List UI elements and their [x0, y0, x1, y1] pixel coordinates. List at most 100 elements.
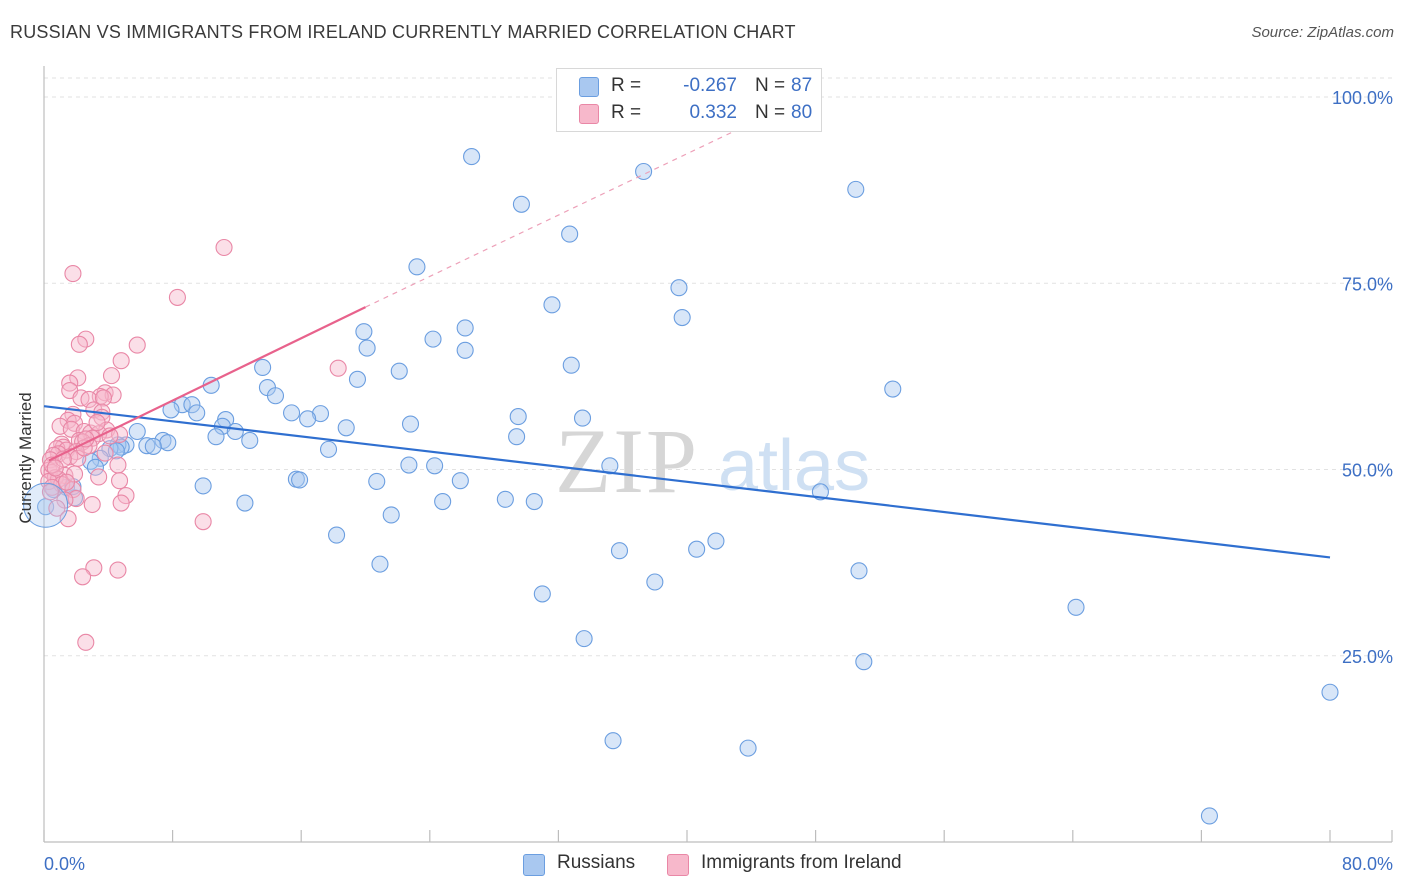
- ireland-point: [94, 389, 113, 407]
- ireland-point: [104, 386, 122, 404]
- russians-point: [884, 380, 902, 398]
- russians-point: [855, 653, 873, 671]
- ireland-point: [102, 367, 121, 385]
- russians-point: [207, 428, 225, 446]
- russians-point: [283, 404, 301, 422]
- russians-point: [319, 440, 338, 458]
- russians-point: [543, 296, 561, 314]
- legend-r-label: R =: [611, 102, 642, 123]
- russians-point: [850, 562, 868, 580]
- russians-point: [236, 494, 254, 512]
- russians-point: [328, 526, 346, 544]
- russians-point: [509, 408, 527, 426]
- legend-n-value: 87: [791, 75, 813, 96]
- y-axis-label-wrap: Currently Married: [14, 300, 38, 620]
- tick-labels: 25.0% 50.0% 75.0% 100.0% 0.0% 80.0%: [44, 88, 1393, 874]
- chart-title: RUSSIAN VS IMMIGRANTS FROM IRELAND CURRE…: [10, 22, 796, 42]
- russians-point: [368, 472, 386, 490]
- russians-point: [408, 258, 426, 276]
- russians-point: [226, 422, 244, 441]
- ireland-point: [59, 510, 77, 528]
- watermark: ZIP atlas: [555, 410, 870, 512]
- russians-point: [138, 437, 156, 455]
- ireland-point: [85, 559, 103, 577]
- ireland-point: [90, 468, 108, 486]
- russians-point: [610, 542, 629, 560]
- ireland-point: [77, 633, 95, 651]
- ireland-point: [215, 238, 233, 257]
- legend-n-label: N =: [755, 102, 786, 123]
- ireland-point: [83, 495, 101, 514]
- legend-r-value: -0.267: [683, 75, 737, 96]
- ireland-point: [74, 568, 92, 586]
- x-tick-label: 80.0%: [1342, 854, 1393, 874]
- russians-point: [451, 472, 469, 490]
- russians-point: [456, 319, 474, 337]
- data-points: [23, 148, 1339, 825]
- grid-lines: [44, 77, 1392, 657]
- ireland-point: [64, 265, 82, 283]
- russians-point: [188, 404, 206, 422]
- russians-trend-line: [43, 405, 1331, 559]
- russians-point: [401, 415, 420, 433]
- ireland-point: [128, 336, 146, 354]
- y-axis-label: Currently Married: [16, 392, 35, 524]
- ireland-point: [96, 444, 114, 462]
- ireland-point: [48, 499, 66, 517]
- russians-point: [707, 532, 725, 550]
- russians-point: [561, 225, 579, 243]
- ireland-point: [168, 288, 186, 306]
- russians-point: [424, 330, 442, 348]
- ireland-trend-line: [48, 306, 366, 462]
- ireland-point: [109, 456, 127, 474]
- russians-point: [646, 573, 664, 591]
- y-tick-label: 50.0%: [1342, 461, 1393, 481]
- ireland-point: [80, 390, 98, 409]
- russians-point: [604, 732, 622, 750]
- russians-point: [562, 356, 580, 374]
- ireland-point: [329, 359, 347, 377]
- trend-lines: [43, 122, 1331, 559]
- russians-point: [86, 458, 104, 476]
- legend-swatch-russians: [579, 77, 599, 97]
- russians-point: [371, 555, 389, 573]
- russians-point: [266, 387, 285, 405]
- ireland-point: [194, 513, 212, 531]
- russians-point: [525, 492, 543, 511]
- ireland-point: [51, 417, 69, 435]
- russians-point: [91, 449, 109, 467]
- russians-point: [159, 434, 177, 452]
- russians-point: [670, 279, 688, 297]
- russians-point: [390, 362, 408, 380]
- russians-point: [241, 431, 259, 449]
- russians-point: [673, 308, 691, 327]
- ireland-point: [112, 352, 130, 370]
- watermark-atlas: atlas: [718, 426, 870, 506]
- bottom-legend-swatch-russians: [523, 854, 545, 876]
- axes: [43, 66, 1393, 843]
- russians-point: [463, 148, 481, 166]
- russians-point: [575, 630, 593, 648]
- russians-point: [382, 506, 400, 524]
- ireland-point: [46, 459, 64, 477]
- russians-point: [1067, 598, 1085, 616]
- y-tick-label: 100.0%: [1332, 88, 1393, 108]
- legend-r-label: R =: [611, 75, 642, 96]
- russians-point: [194, 477, 212, 495]
- russians-point: [533, 585, 551, 603]
- russians-point: [811, 483, 829, 501]
- legend-swatch-ireland: [579, 104, 599, 124]
- x-tick-label: 0.0%: [44, 854, 85, 874]
- russians-point: [426, 457, 444, 475]
- russians-point: [512, 195, 530, 213]
- bottom-legend-label-russians: Russians: [557, 852, 636, 873]
- bottom-legend-label-ireland: Immigrants from Ireland: [701, 852, 902, 873]
- russians-point: [311, 405, 330, 423]
- legend: R = -0.267 N = 87 R = 0.332 N = 80: [556, 68, 822, 132]
- legend-r-value: 0.332: [689, 102, 737, 123]
- russians-point: [337, 419, 355, 437]
- russians-point: [456, 341, 474, 359]
- ireland-point: [111, 472, 129, 490]
- ireland-point: [57, 473, 76, 491]
- legend-n-label: N =: [755, 75, 786, 96]
